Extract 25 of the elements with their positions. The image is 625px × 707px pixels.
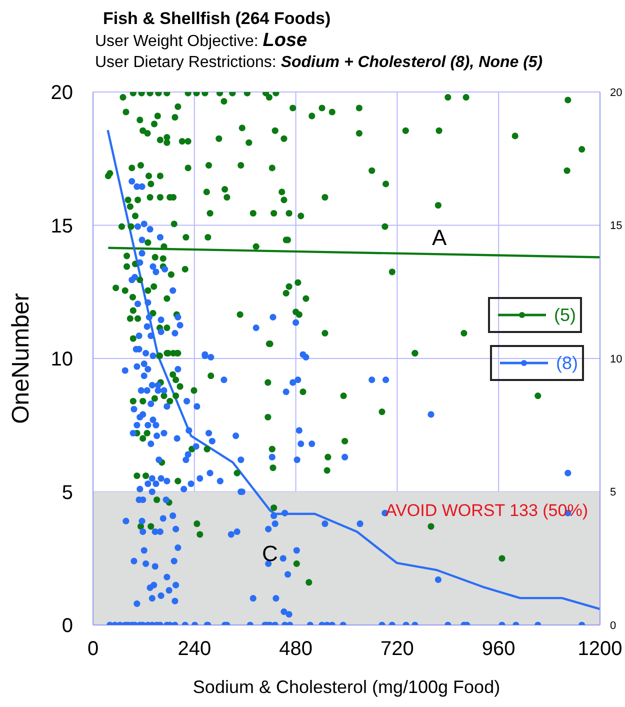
chart-subtitle: User Weight Objective: Lose User Dietary Restrictions: Sodium + Cholesterol (8), None (5)	[95, 30, 543, 73]
x-tick-label: 720	[380, 638, 414, 660]
x-axis-title: Sodium & Cholesterol (mg/100g Food)	[192, 677, 500, 697]
y2-tick-label: 10	[610, 353, 622, 366]
annotation: A	[432, 225, 447, 250]
y-tick-label: 20	[50, 82, 73, 104]
y2-tick-label: 20	[610, 86, 622, 99]
legend-label: (8)	[556, 352, 578, 374]
chart-title: Fish & Shellfish (264 Foods)	[103, 8, 332, 30]
y-tick-label: 10	[50, 348, 73, 371]
x-tick-label: 960	[482, 638, 516, 660]
band-label: AVOID WORST 133 (50%)	[386, 500, 588, 520]
y2-tick-label: 15	[610, 220, 622, 232]
y-tick-label: 5	[62, 482, 73, 504]
x-tick-label: 480	[279, 638, 312, 660]
y-tick-label: 15	[50, 215, 73, 238]
x-tick-label: 1200	[578, 638, 622, 660]
x-tick-label: 240	[178, 638, 212, 660]
x-tick-label: 0	[87, 638, 99, 660]
y-axis-title: OneNumber	[8, 293, 35, 424]
y2-tick-label: 5	[610, 486, 616, 499]
annotation: C	[262, 541, 278, 566]
legend-label: (5)	[554, 304, 576, 326]
y2-tick-label: 0	[610, 620, 616, 632]
y-tick-label: 0	[62, 615, 73, 638]
